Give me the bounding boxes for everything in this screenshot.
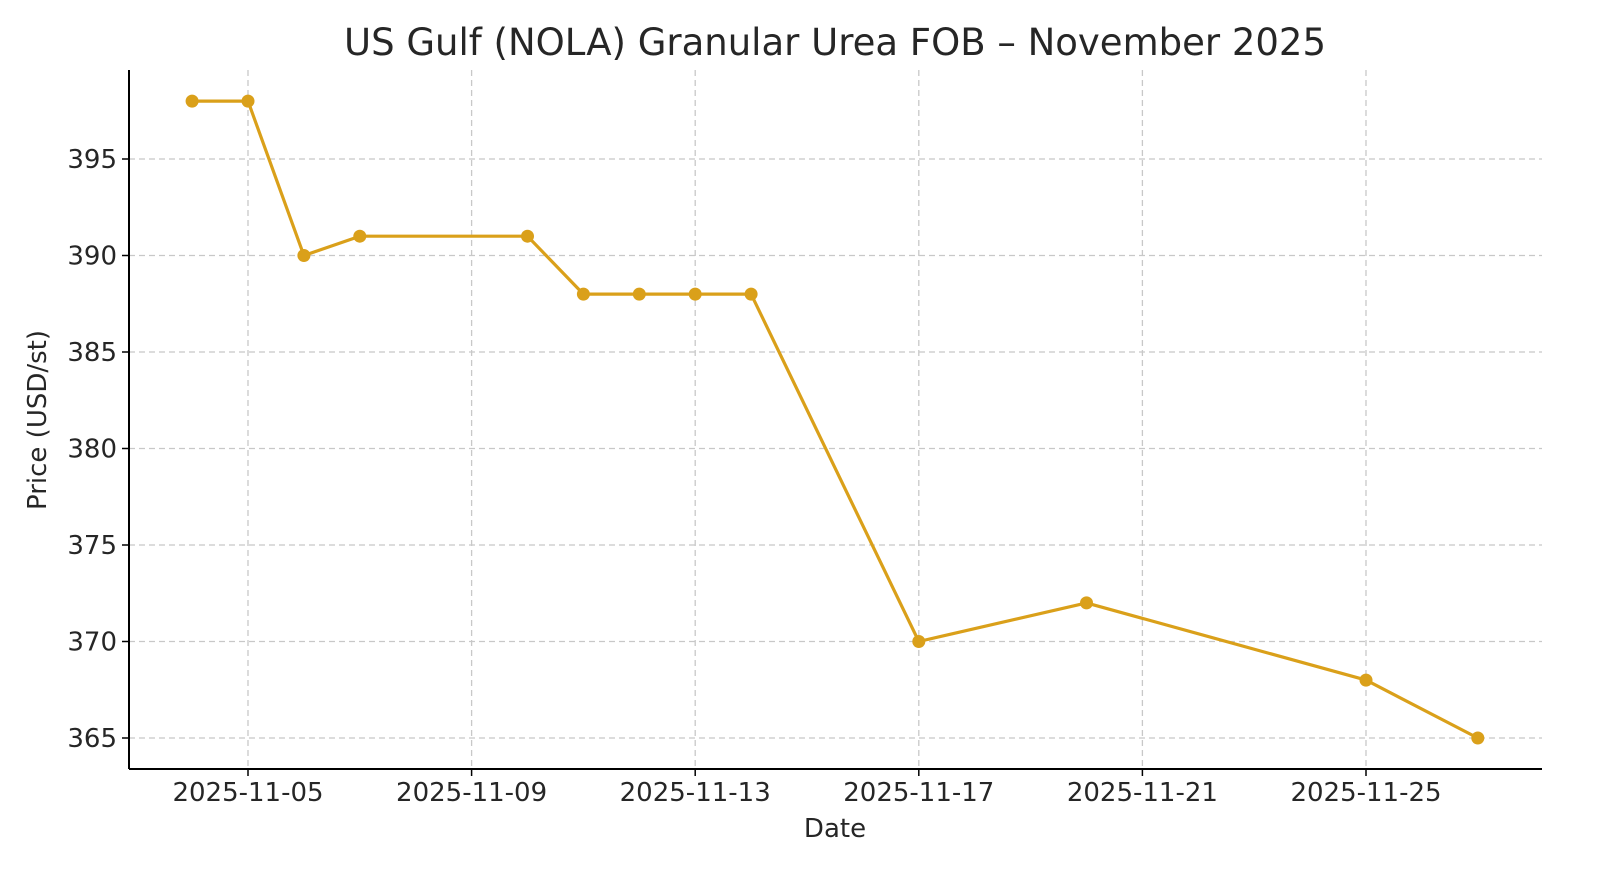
data-point-marker (1359, 673, 1373, 687)
data-point-marker (241, 94, 255, 108)
data-point-marker (353, 229, 367, 243)
chart-title: US Gulf (NOLA) Granular Urea FOB – Novem… (344, 21, 1326, 64)
x-tick-label: 2025-11-13 (620, 778, 771, 808)
y-tick-label: 370 (67, 628, 117, 658)
data-point-marker (297, 249, 311, 262)
data-point-marker (521, 229, 534, 243)
y-tick-label: 395 (67, 145, 117, 175)
data-point-marker (912, 635, 926, 648)
x-tick-label: 2025-11-21 (1067, 778, 1218, 808)
y-tick-label: 375 (67, 531, 117, 561)
data-point-marker (632, 287, 646, 301)
y-axis-label: Price (USD/st) (23, 330, 53, 510)
data-point-marker (576, 287, 590, 301)
y-axis-ticks: 365 370 375 380 385 390 395 (67, 145, 129, 754)
x-axis-label: Date (804, 814, 866, 844)
y-tick-label: 380 (67, 435, 117, 465)
data-point-marker (1471, 731, 1485, 745)
x-tick-label: 2025-11-17 (843, 778, 994, 808)
series-line (192, 99, 1479, 740)
x-tick-label: 2025-11-25 (1290, 778, 1441, 808)
y-tick-label: 390 (67, 242, 117, 272)
data-point-marker (1080, 596, 1093, 610)
data-point-marker (688, 287, 702, 301)
data-point-marker (185, 94, 199, 108)
x-tick-label: 2025-11-05 (172, 778, 323, 808)
data-series (185, 94, 1485, 745)
grid-lines (129, 70, 1542, 769)
x-tick-label: 2025-11-09 (396, 778, 547, 808)
y-tick-label: 385 (67, 338, 117, 368)
x-axis-ticks: 2025-11-05 2025-11-09 2025-11-13 2025-11-17… (172, 769, 1442, 808)
data-point-marker (744, 287, 758, 301)
y-tick-label: 365 (67, 724, 117, 754)
